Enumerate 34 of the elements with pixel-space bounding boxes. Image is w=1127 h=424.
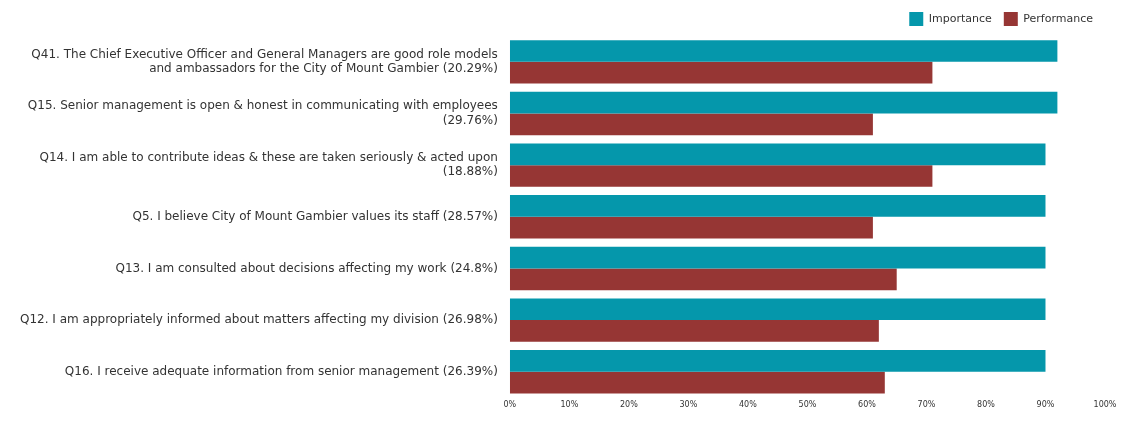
bar xyxy=(509,113,873,136)
y-tick-label: Q16. I receive adequate information from senior management (26.39%) xyxy=(64,363,498,378)
bar xyxy=(509,246,1046,269)
bar xyxy=(509,350,1046,372)
bar xyxy=(509,216,873,239)
x-tick-label: 80% xyxy=(977,400,996,410)
x-tick-label: 20% xyxy=(620,400,639,410)
bar xyxy=(509,371,885,394)
y-tick-label: Q41. The Chief Executive Officer and General Managers are good role models and ambassadors for the City of Mount Gambier (20.29%) xyxy=(31,46,498,76)
bar xyxy=(509,143,1046,166)
y-tick-label: Q12. I am appropriately informed about matters affecting my division (26.98%) xyxy=(20,312,498,327)
x-tick-label: 90% xyxy=(1036,400,1055,410)
bar xyxy=(509,268,897,291)
x-tick-label: 40% xyxy=(739,400,758,410)
x-tick-label: 100% xyxy=(1093,400,1117,410)
x-tick-label: 10% xyxy=(560,400,579,410)
y-tick-label: Q13. I am consulted about decisions affecting my work (24.8%) xyxy=(115,260,498,275)
x-tick-label: 50% xyxy=(798,400,817,410)
bar xyxy=(509,91,1058,114)
x-tick-label: 70% xyxy=(917,400,936,410)
x-tick-label: 60% xyxy=(858,400,877,410)
bar xyxy=(509,40,1058,62)
x-tick-label: 30% xyxy=(679,400,698,410)
legend-label: Importance xyxy=(928,11,993,25)
bar xyxy=(509,298,1046,321)
y-tick-label: Q15. Senior management is open & honest in communicating with employees (29.76%) xyxy=(27,98,498,127)
bar xyxy=(509,61,933,84)
y-tick-label: Q5. I believe City of Mount Gambier values its staff (28.57%) xyxy=(132,208,498,223)
bar xyxy=(509,195,1046,217)
bar xyxy=(509,320,879,342)
x-tick-label: 0% xyxy=(503,400,517,410)
bar xyxy=(509,165,933,187)
y-tick-label: Q14. I am able to contribute ideas & these are taken seriously & acted upon (18.88%) xyxy=(39,150,498,179)
legend-label: Performance xyxy=(1023,11,1094,25)
